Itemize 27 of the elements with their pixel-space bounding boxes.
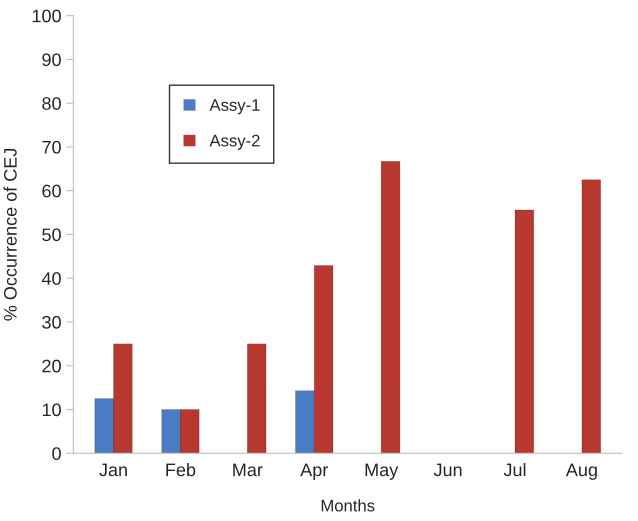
- y-tick-label: 90: [42, 53, 61, 66]
- x-tick-label: Aug: [566, 464, 597, 480]
- y-tick-label: 100: [32, 10, 61, 22]
- x-axis-title: Months: [322, 499, 374, 512]
- x-tick-label: Jul: [504, 462, 526, 476]
- y-tick-label: 50: [42, 228, 61, 242]
- y-tick-label: 20: [42, 360, 61, 372]
- y-tick-label: 30: [42, 316, 61, 329]
- y-tick-label: 70: [42, 140, 61, 154]
- y-axis-title: % Occurrence of CEJ: [4, 148, 17, 321]
- legend-label: Assy-1: [210, 99, 260, 114]
- legend-label: Assy-2: [210, 134, 260, 150]
- bar: [380, 160, 400, 454]
- y-tick-label: 0: [52, 447, 61, 460]
- x-tick-label: Feb: [166, 462, 196, 476]
- y-tick-label: 10: [42, 403, 61, 416]
- x-tick-label: May: [366, 464, 398, 480]
- x-tick-label: Jan: [99, 464, 127, 476]
- bar: [581, 179, 602, 454]
- x-tick-label: Mar: [233, 464, 263, 476]
- bar: [514, 210, 534, 454]
- x-tick-label: Apr: [300, 464, 328, 480]
- y-tick-label: 40: [42, 272, 61, 285]
- y-tick-label: 80: [42, 97, 61, 110]
- y-tick-label: 60: [42, 184, 61, 198]
- x-tick-label: Jun: [434, 464, 462, 476]
- bar: [246, 343, 266, 454]
